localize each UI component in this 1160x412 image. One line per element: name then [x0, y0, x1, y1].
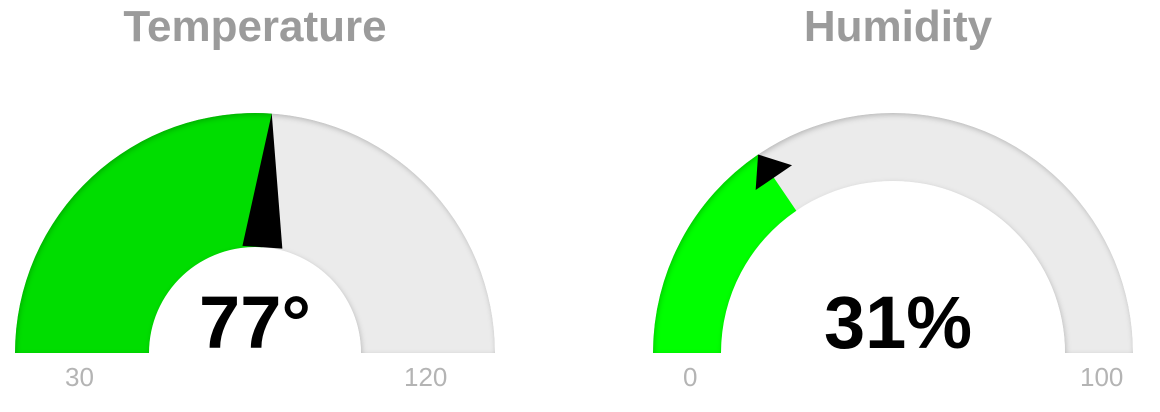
- temperature-title: Temperature: [123, 2, 387, 51]
- humidity-min-label: 0: [683, 362, 698, 392]
- humidity-gauge: Humidity 31% 0 100: [648, 0, 1148, 412]
- temperature-value: 77°: [199, 281, 311, 364]
- humidity-needle: [755, 154, 793, 191]
- humidity-fill: [653, 154, 797, 353]
- temperature-needle: [242, 113, 283, 249]
- humidity-value: 31%: [823, 281, 973, 364]
- humidity-max-label: 100: [1080, 362, 1124, 392]
- temperature-fill: [15, 112, 272, 353]
- temperature-max-label: 120: [404, 362, 448, 392]
- humidity-title: Humidity: [803, 2, 993, 51]
- temperature-gauge: Temperature 77° 30 120: [5, 0, 505, 412]
- temperature-dial: [15, 112, 495, 353]
- temperature-min-label: 30: [65, 362, 94, 392]
- humidity-dial: [653, 113, 1133, 353]
